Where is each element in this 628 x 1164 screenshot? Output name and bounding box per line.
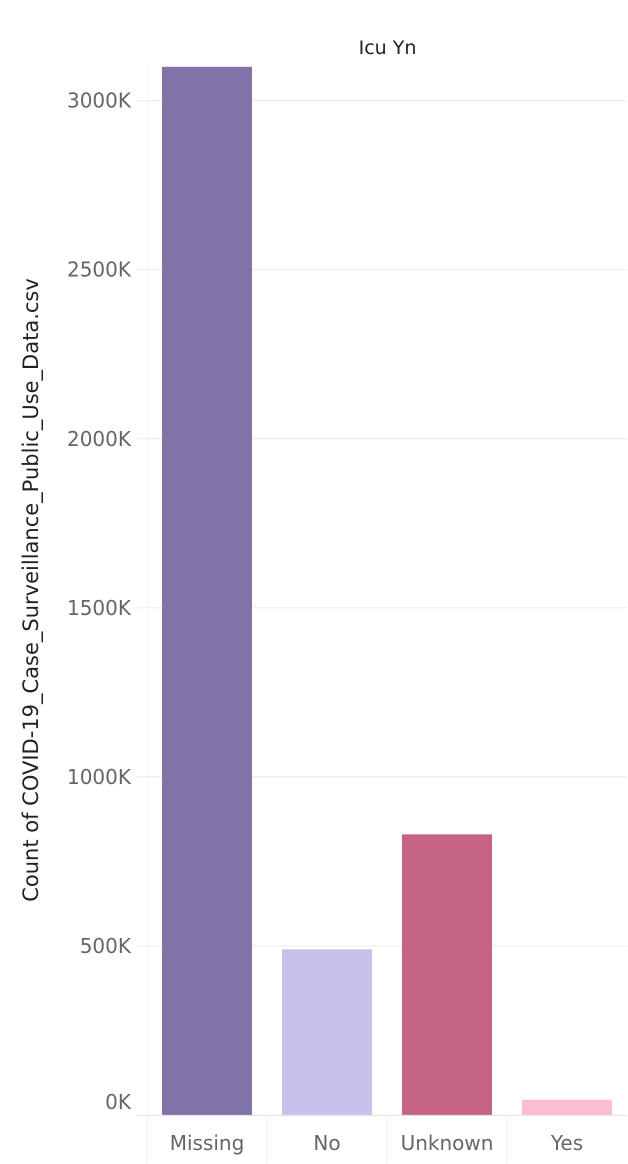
chart-title: Icu Yn [359, 37, 417, 59]
x-category-label: No [313, 1131, 340, 1155]
bar-missing [162, 66, 252, 1115]
y-tick-label: 2000K [67, 427, 132, 451]
y-tick-label: 3000K [67, 89, 132, 113]
bar-yes [522, 1099, 612, 1115]
y-tick-label: 1500K [67, 596, 132, 620]
x-category-label: Missing [170, 1131, 245, 1155]
bar-unknown [402, 834, 492, 1115]
x-category-label: Unknown [401, 1131, 494, 1155]
y-tick-label: 0K [105, 1090, 132, 1114]
x-category-label: Yes [550, 1131, 583, 1155]
bar-no [282, 949, 372, 1115]
y-tick-label: 2500K [67, 258, 132, 282]
x-axis-categories: Missing No Unknown Yes [170, 1131, 583, 1155]
bars [162, 66, 612, 1115]
y-axis-label: Count of COVID-19_Case_Surveillance_Publ… [19, 278, 44, 902]
y-tick-label: 500K [80, 934, 132, 958]
y-tick-label: 1000K [67, 765, 132, 789]
y-axis-ticks: 0K 500K 1000K 1500K 2000K 2500K 3000K [67, 89, 132, 1114]
